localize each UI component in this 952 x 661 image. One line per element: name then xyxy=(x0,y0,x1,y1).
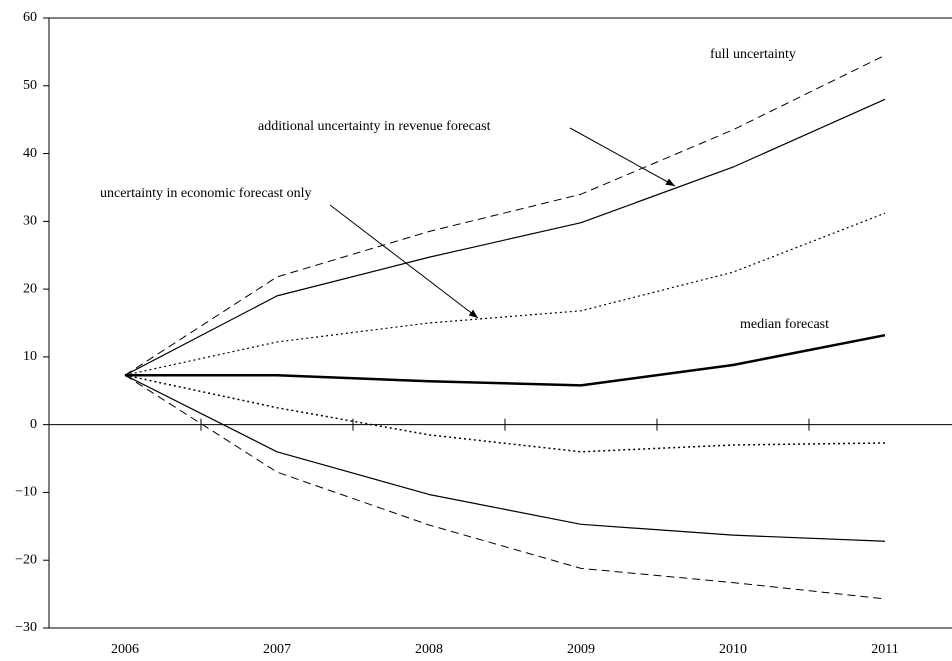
y-tick-label: 60 xyxy=(23,10,37,25)
annotation-arrow xyxy=(329,204,479,319)
annotation: median forecast xyxy=(740,317,829,332)
series-line xyxy=(124,212,886,376)
series-line xyxy=(124,374,886,453)
series-line xyxy=(124,54,886,376)
annotation: additional uncertainty in revenue foreca… xyxy=(258,119,491,134)
x-tick-label: 2008 xyxy=(415,642,443,657)
y-tick-label: 10 xyxy=(23,349,37,364)
y-tick-label: 20 xyxy=(23,281,37,296)
series-line xyxy=(124,98,886,376)
x-tick-label: 2011 xyxy=(871,642,898,657)
x-tick-label: 2009 xyxy=(567,642,595,657)
x-tick-label: 2007 xyxy=(263,642,291,657)
x-tick-label: 2006 xyxy=(111,642,139,657)
annotation: full uncertainty xyxy=(710,47,796,62)
series-line xyxy=(124,374,886,600)
x-tick-label: 2010 xyxy=(719,642,747,657)
series-line xyxy=(124,374,886,542)
y-tick-label: 30 xyxy=(23,214,37,229)
y-tick-label: 50 xyxy=(23,78,37,93)
y-tick-label: −30 xyxy=(15,620,37,635)
y-tick-label: −20 xyxy=(15,552,37,567)
y-tick-label: −10 xyxy=(15,485,37,500)
y-tick-label: 0 xyxy=(30,417,37,432)
annotation-arrow xyxy=(569,127,676,187)
series-line xyxy=(125,333,886,387)
annotation: uncertainty in economic forecast only xyxy=(100,186,311,201)
y-tick-label: 40 xyxy=(23,146,37,161)
